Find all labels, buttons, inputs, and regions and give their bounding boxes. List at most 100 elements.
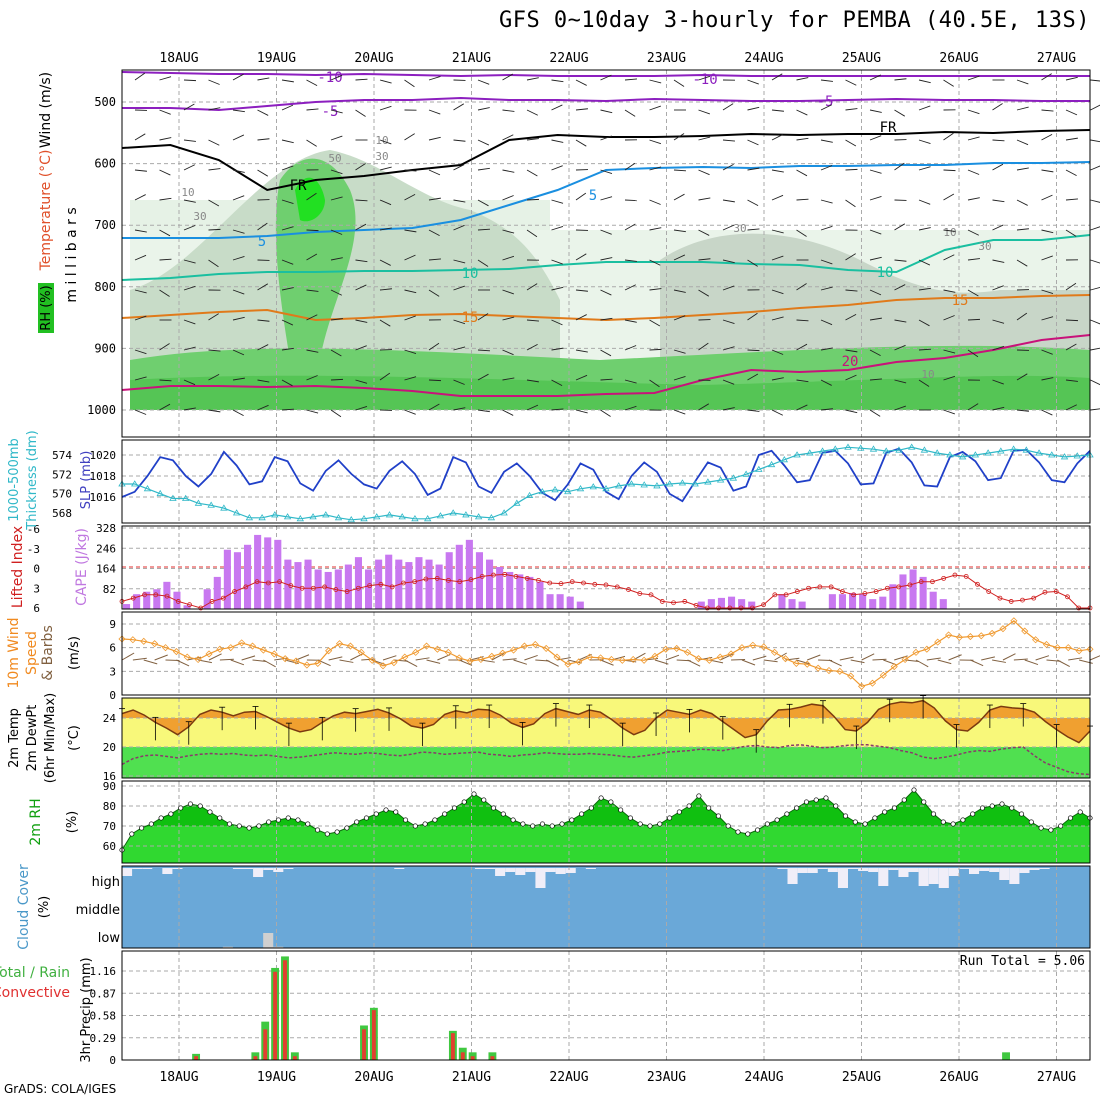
barb-upper (1041, 169, 1054, 173)
rh-point-92 (1019, 811, 1025, 817)
barb-upper (477, 79, 490, 85)
thickness-point-5 (181, 494, 190, 501)
barb-upper (551, 139, 564, 143)
barb-upper (526, 198, 540, 201)
barb-upper (232, 73, 244, 81)
rh-point-60 (706, 805, 712, 811)
wind-barb-69 (872, 658, 887, 661)
barb-upper (698, 229, 710, 236)
barb-upper (330, 135, 343, 141)
precip-conv-bar-37 (490, 1056, 495, 1060)
li-point-82 (1042, 589, 1048, 595)
wind-speed-point-49 (651, 652, 659, 660)
y-tick-li-2: 0 (33, 563, 40, 576)
precip-conv-bar-17 (292, 1056, 297, 1060)
thickness-point-38 (602, 485, 610, 492)
y-tick-thick-572: 572 (52, 468, 72, 481)
barb-upper (1041, 409, 1053, 416)
rh-point-84 (940, 819, 946, 825)
li-point-43 (603, 582, 609, 588)
barb-upper (306, 409, 319, 414)
barb-upper (1041, 349, 1053, 355)
rh-point-64 (745, 831, 751, 837)
ylabel-thickness-2: Thickness (dm) (25, 430, 40, 530)
thickness-point-58 (857, 444, 865, 451)
barb-upper (306, 229, 319, 232)
cloud-high-35 (474, 868, 485, 869)
cloud-high-16 (283, 868, 294, 869)
barb-upper (502, 289, 514, 295)
wind-barb-24 (382, 655, 397, 661)
li-point-28 (434, 575, 440, 581)
barb-upper (698, 258, 711, 261)
cape-bar-62 (748, 601, 756, 609)
wind-speed-point-53 (694, 655, 703, 663)
wind-speed-point-19 (325, 647, 333, 655)
thickness-point-36 (576, 485, 585, 492)
wind-barb-85 (1046, 659, 1061, 662)
barb-upper (306, 289, 319, 292)
wind-speed-point-72 (901, 655, 909, 664)
thickness-point-28 (474, 513, 483, 520)
cloud-high-4 (162, 868, 173, 874)
li-point-38 (547, 580, 553, 586)
rh-point-27 (383, 807, 389, 813)
date-label-bottom-18AUG: 18AUG (159, 1070, 198, 1085)
y-tick-rh-60: 60 (103, 840, 116, 853)
wind-speed-point-8 (205, 650, 213, 658)
ylabel-rh: RH (%) (39, 285, 54, 330)
barb-upper (575, 192, 587, 201)
li-point-78 (997, 595, 1003, 601)
barb-upper (698, 136, 711, 141)
cloud-high-81 (938, 868, 949, 888)
wind-speed-point-15 (281, 655, 289, 663)
cloud-high-42 (545, 868, 556, 872)
precip-conv-bar-34 (460, 1052, 465, 1060)
barb-upper (428, 76, 441, 81)
precip-conv-bar-14 (263, 1029, 268, 1060)
barb-upper (1016, 409, 1029, 412)
rh-point-25 (363, 815, 369, 821)
barb-upper (257, 283, 269, 291)
cape-bar-2 (143, 591, 151, 609)
barb-upper (796, 319, 809, 322)
wind-speed-point-39 (542, 644, 550, 652)
cloud-high-77 (898, 868, 909, 877)
barb-upper (183, 379, 196, 386)
barb-upper (183, 225, 196, 231)
barb-upper (943, 169, 956, 172)
wind-barb-89 (1089, 655, 1100, 661)
li-point-68 (884, 585, 890, 591)
wind-barb-47 (632, 652, 646, 661)
barb-upper (600, 289, 612, 296)
cloud-high-39 (515, 868, 526, 875)
barb-upper (404, 254, 416, 261)
cloud-high-89 (1019, 868, 1030, 873)
wind-speed-point-56 (727, 650, 735, 658)
wind-speed-point-84 (1032, 636, 1040, 644)
barb-upper (992, 139, 1005, 142)
barb-upper (771, 409, 783, 416)
wind-speed-point-54 (705, 656, 713, 664)
ylabel-wind-units: (m/s) (67, 636, 82, 670)
cloud-high-87 (999, 868, 1010, 880)
barb-upper (477, 167, 490, 171)
barb-upper (232, 377, 245, 381)
wind-speed-point-86 (1053, 644, 1061, 652)
barb-upper (526, 283, 538, 291)
barb-upper (624, 379, 637, 384)
wind-barb-82 (1013, 658, 1028, 661)
dew-band-bg (122, 747, 1090, 778)
rh-point-17 (285, 815, 291, 821)
thickness-point-21 (385, 511, 394, 518)
cloud-high-44 (565, 868, 576, 873)
barb-upper (747, 199, 759, 207)
wind-barb-15 (285, 659, 299, 665)
thickness-point-75 (1073, 452, 1081, 459)
cloud-high-75 (878, 868, 889, 886)
wind-speed-point-73 (912, 648, 920, 656)
rh-point-8 (197, 803, 203, 809)
barb-upper (257, 379, 270, 383)
thickness-point-23 (411, 515, 419, 522)
date-label-top-24AUG: 24AUG (744, 51, 783, 66)
